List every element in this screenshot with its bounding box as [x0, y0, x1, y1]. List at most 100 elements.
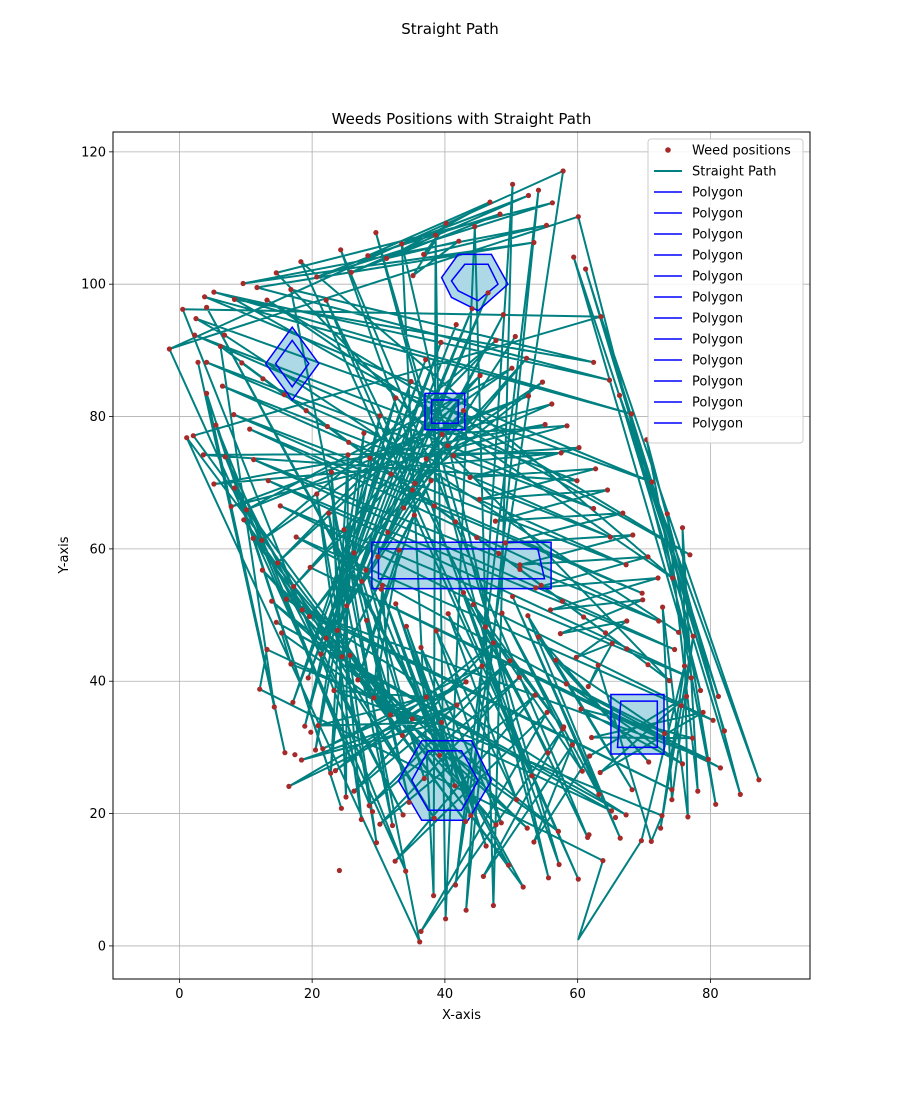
weed-point — [423, 694, 429, 700]
weed-point — [479, 663, 485, 669]
weed-point — [305, 675, 311, 681]
x-tick-label: 80 — [702, 987, 719, 1002]
weed-point — [450, 453, 457, 459]
weed-point — [512, 333, 518, 340]
y-tick-label: 80 — [89, 410, 106, 425]
weed-point — [239, 360, 245, 366]
legend-label: Polygon — [692, 270, 743, 285]
legend-label: Straight Path — [692, 165, 777, 180]
legend: Weed positions Straight Path Polygon Polygo… — [647, 138, 804, 444]
weed-point — [454, 702, 460, 708]
weed-point — [409, 487, 415, 493]
weed-point — [315, 723, 321, 729]
weed-point — [689, 735, 696, 741]
weed-point — [715, 693, 722, 700]
weed-point — [323, 635, 329, 641]
weed-point — [428, 478, 434, 484]
weed-point — [660, 604, 666, 610]
weed-point — [431, 815, 437, 821]
weed-point — [411, 512, 417, 518]
weed-point — [204, 390, 210, 396]
figure-suptitle: Straight Path — [401, 20, 499, 38]
weed-point — [259, 567, 265, 573]
weed-point — [596, 791, 602, 798]
polygon-outer-hexagon — [397, 740, 493, 821]
legend-label: Polygon — [692, 186, 743, 201]
weed-point — [351, 550, 357, 556]
weed-markers — [166, 168, 762, 945]
weed-point — [213, 422, 219, 428]
weed-point — [388, 471, 394, 477]
weed-point — [533, 585, 539, 591]
weed-point — [509, 365, 515, 371]
weed-point — [710, 717, 716, 723]
weed-point — [687, 552, 693, 558]
weed-point — [202, 294, 208, 300]
weed-point — [535, 634, 542, 640]
weed-point — [439, 719, 445, 725]
weed-point — [247, 426, 253, 432]
weed-point — [399, 241, 405, 247]
weed-point — [379, 582, 386, 588]
weed-point — [598, 314, 604, 320]
polygon-inner-diamond — [274, 339, 310, 389]
weed-point — [423, 357, 429, 363]
weed-point — [347, 652, 353, 659]
weed-point — [318, 651, 324, 657]
polygon-outer-diamond — [264, 325, 320, 402]
weed-point — [180, 306, 186, 312]
weed-point — [231, 296, 238, 302]
weed-point — [336, 867, 342, 874]
weed-point — [520, 884, 526, 890]
weed-point — [306, 613, 313, 620]
weed-point — [640, 597, 646, 603]
weed-point — [676, 629, 682, 635]
weed-point — [476, 496, 482, 502]
legend-label: Polygon — [692, 291, 743, 306]
weed-point — [277, 503, 283, 509]
weed-point — [219, 383, 226, 389]
weed-point — [662, 730, 668, 737]
weed-point — [351, 788, 357, 794]
weed-point — [211, 481, 217, 487]
weed-point — [308, 729, 314, 735]
weed-point — [452, 519, 459, 525]
weed-point — [359, 578, 365, 584]
weed-point — [222, 454, 228, 460]
weed-point — [593, 466, 599, 472]
x-tick-label: 20 — [304, 987, 321, 1002]
weed-point — [700, 709, 706, 715]
polygon-inner-hexagon — [450, 263, 499, 302]
weed-point — [292, 752, 298, 758]
y-axis-label: Y-axis — [57, 536, 72, 574]
y-tick-label: 0 — [98, 939, 106, 954]
weed-point — [579, 768, 585, 774]
weed-point — [193, 316, 199, 322]
weed-point — [343, 794, 349, 800]
weed-point — [328, 770, 334, 776]
weed-point — [573, 654, 579, 661]
weed-point — [678, 703, 684, 709]
weed-point — [338, 247, 344, 253]
weed-point — [453, 322, 459, 328]
weed-point — [190, 433, 196, 439]
weed-point — [271, 704, 277, 710]
weed-point — [545, 750, 551, 756]
weed-point — [433, 628, 439, 634]
weed-point — [472, 224, 478, 230]
weed-point — [666, 678, 672, 684]
legend-marker-weed — [665, 147, 671, 153]
weed-point — [290, 699, 296, 706]
weed-point — [597, 769, 603, 776]
legend-label: Polygon — [692, 228, 743, 243]
weed-point — [589, 734, 595, 741]
weed-point — [400, 812, 406, 818]
weed-point — [575, 214, 581, 220]
weed-point — [499, 610, 505, 616]
chart-title: Weeds Positions with Straight Path — [332, 110, 592, 128]
weed-point — [679, 761, 686, 767]
weed-point — [517, 566, 523, 573]
weed-point — [563, 681, 570, 687]
weed-point — [462, 818, 469, 825]
weed-point — [624, 618, 630, 624]
